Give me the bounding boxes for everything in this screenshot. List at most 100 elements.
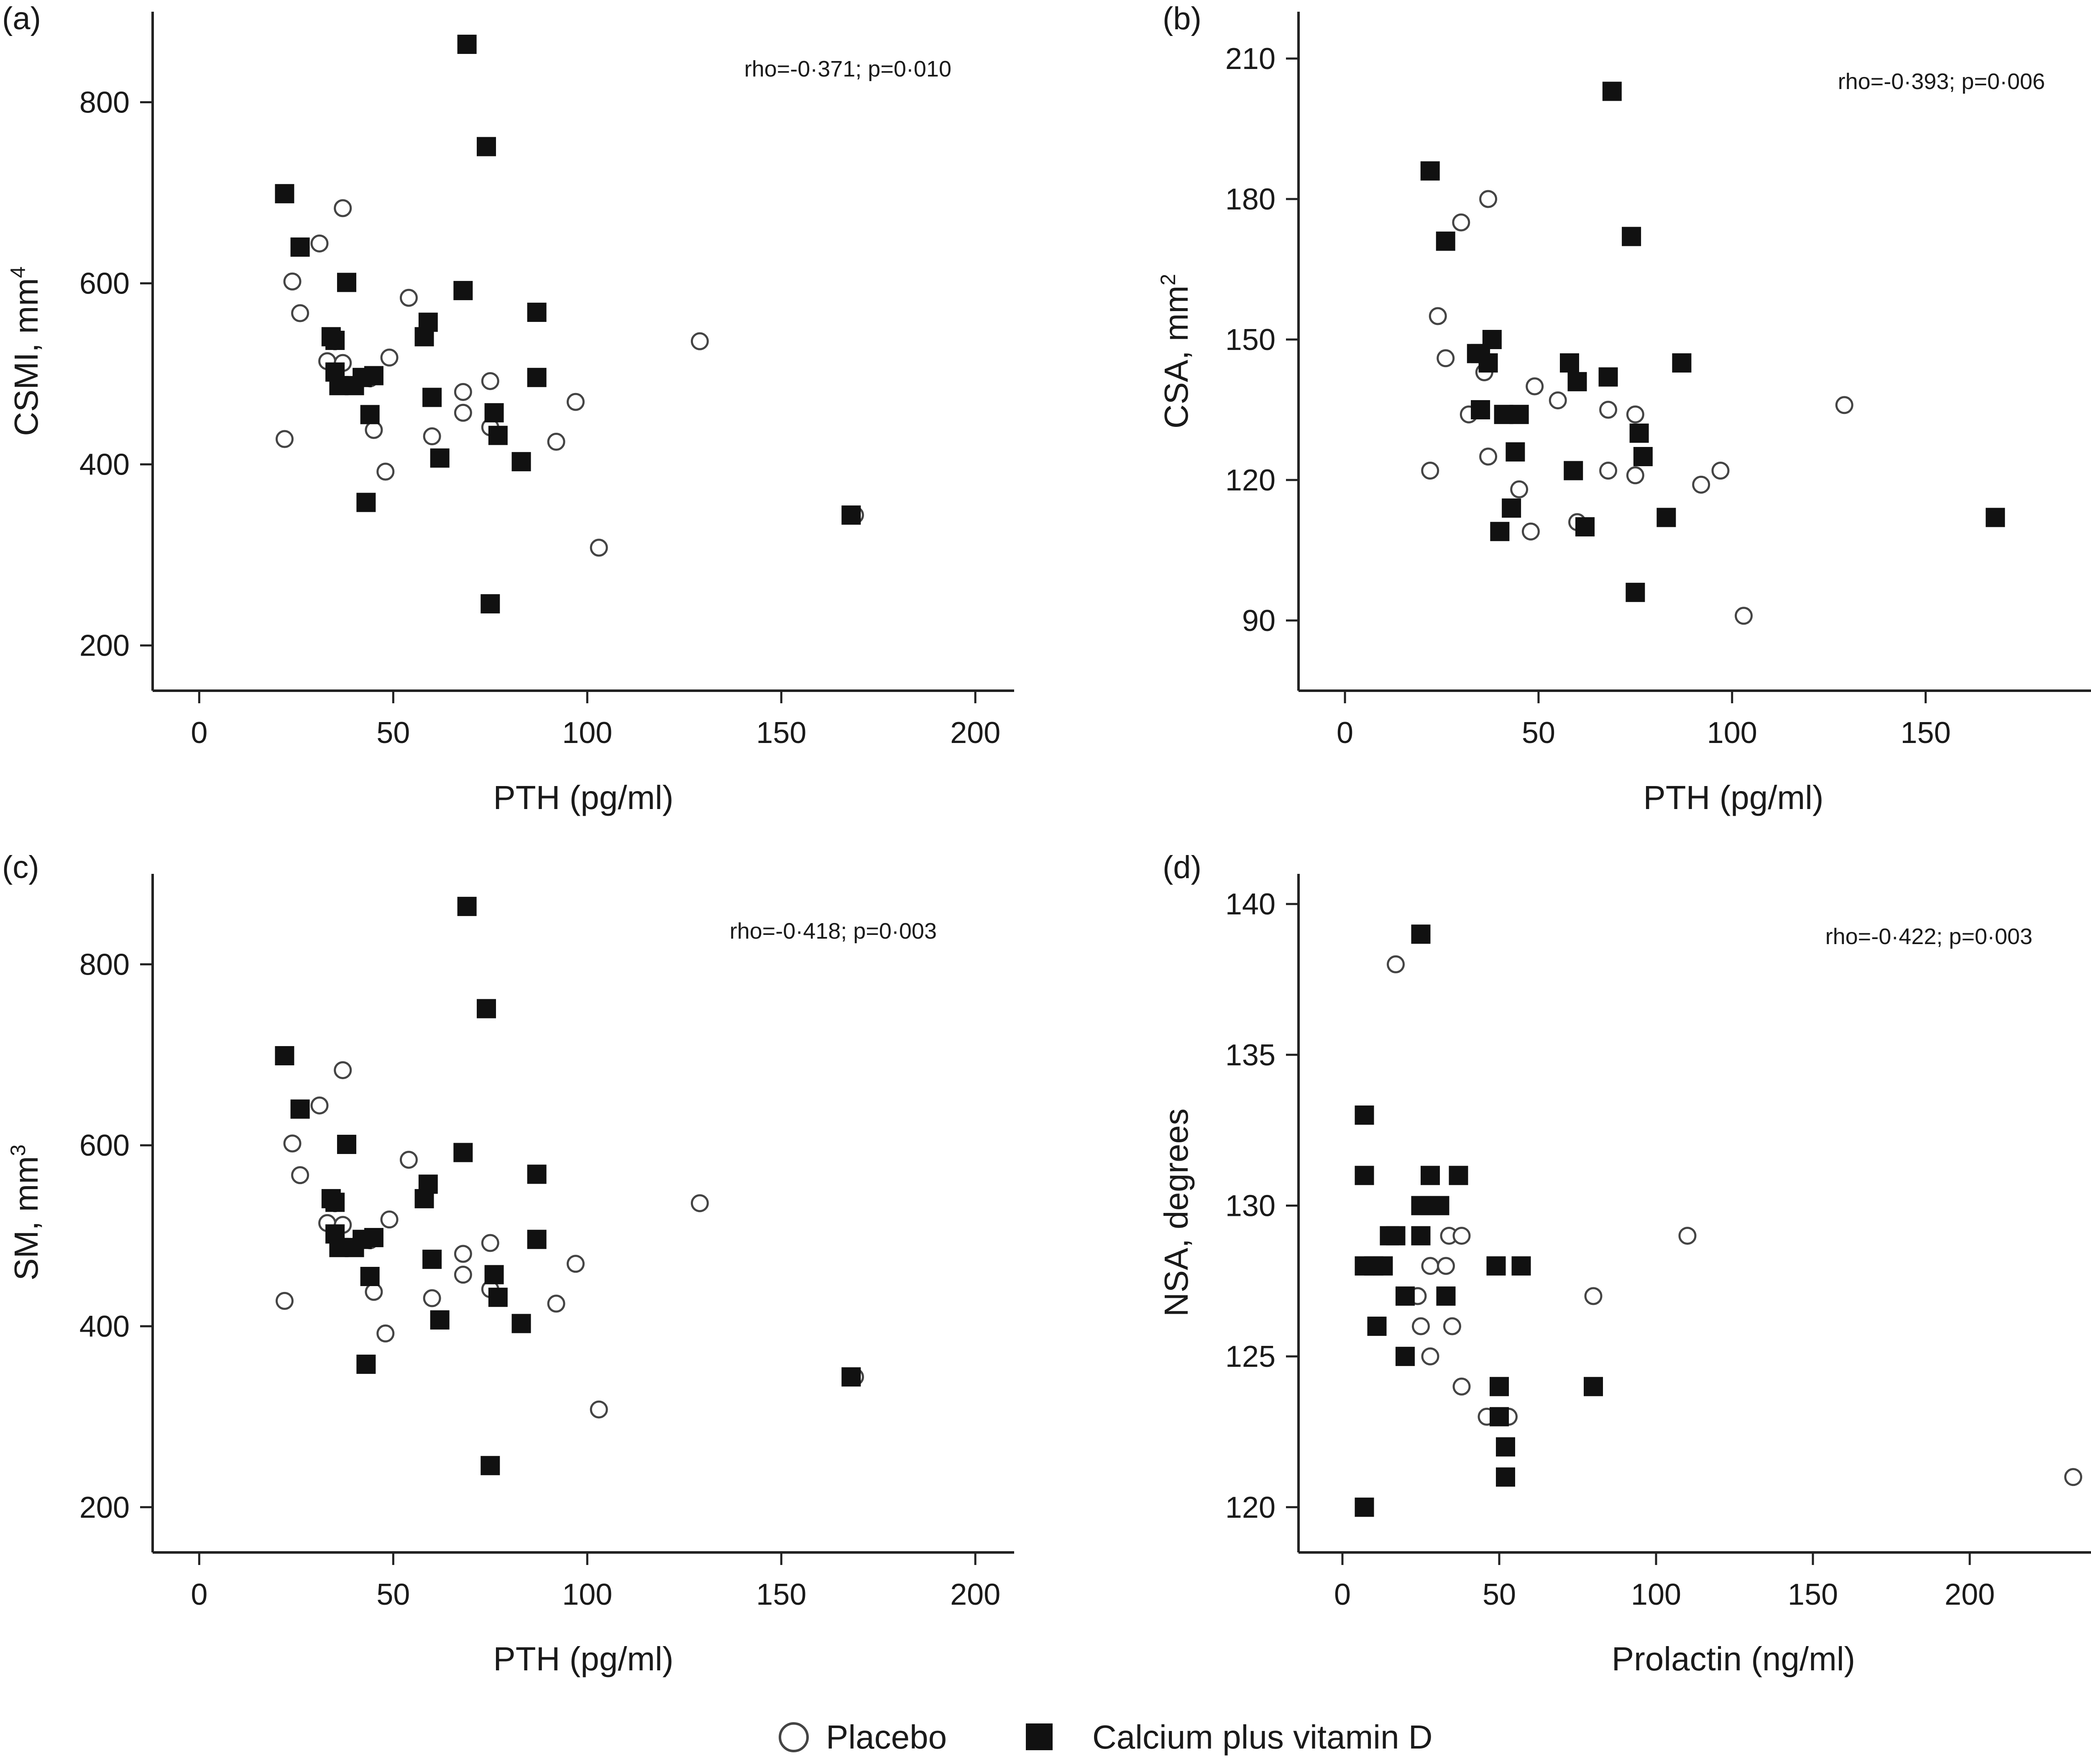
y-tick-label: 200: [79, 1491, 130, 1524]
x-axis-title: Prolactin (ng/ml): [1612, 1640, 1855, 1677]
placebo-point: [481, 372, 499, 390]
panel-label: (a): [2, 1, 41, 36]
legend-placebo-label: Placebo: [826, 1718, 947, 1756]
placebo-point: [1692, 475, 1710, 494]
treatment-point: [1502, 498, 1521, 518]
placebo-point: [454, 403, 472, 422]
legend: Placebo Calcium plus vitamin D: [779, 1718, 1433, 1756]
treatment-point: [1420, 161, 1440, 181]
treatment-point: [1672, 353, 1692, 373]
placebo-point: [1421, 1347, 1439, 1366]
placebo-point: [1678, 1227, 1697, 1245]
x-tick-label: 50: [376, 716, 410, 750]
treatment-point: [1490, 1377, 1509, 1396]
treatment-point: [481, 1456, 500, 1476]
placebo-point: [376, 462, 395, 481]
placebo-point: [547, 1294, 565, 1313]
placebo-point: [1437, 349, 1455, 368]
y-axis-title-superscript: 3: [6, 1144, 30, 1156]
y-tick-label: 600: [79, 267, 130, 301]
treatment-point: [527, 1230, 547, 1249]
treatment-point: [527, 368, 547, 387]
placebo-point: [454, 1266, 472, 1284]
placebo-point: [1452, 1377, 1471, 1396]
treatment-point: [488, 426, 508, 445]
treatment-point: [453, 1143, 473, 1162]
treatment-point: [1482, 330, 1502, 349]
x-tick-label: 100: [562, 716, 612, 750]
placebo-point: [1429, 307, 1447, 325]
treatment-point: [841, 1367, 861, 1387]
treatment-point: [1490, 522, 1510, 541]
placebo-point: [275, 1292, 294, 1310]
y-tick-label: 800: [79, 86, 130, 120]
treatment-point: [356, 493, 376, 512]
treatment-point: [1396, 1347, 1415, 1366]
placebo-point: [283, 1134, 302, 1153]
correlation-annotation: rho=-0·418; p=0·003: [730, 919, 937, 944]
placebo-point: [1437, 1257, 1455, 1275]
y-axis-title: CSMI, mm4: [6, 266, 45, 436]
y-tick-label: 400: [79, 1310, 130, 1343]
treatment-point: [418, 1174, 438, 1194]
placebo-point: [1387, 955, 1405, 973]
correlation-annotation: rho=-0·422; p=0·003: [1825, 924, 2032, 949]
y-axis-title-main: CSMI, mm: [8, 278, 45, 436]
treatment-point: [1567, 372, 1587, 391]
y-tick-label: 120: [1225, 464, 1276, 497]
treatment-point: [1506, 442, 1525, 462]
x-tick-label: 200: [950, 1578, 1000, 1611]
panel-c: 0 50 100 150 200 200 400 600 800 (c) rho=-0·418; p…: [2, 850, 1014, 1677]
treatment-point: [1633, 447, 1653, 466]
placebo-point: [566, 393, 585, 411]
placebo-point: [1735, 607, 1753, 625]
treatment-point: [430, 448, 450, 468]
x-tick-label: 150: [756, 1578, 806, 1611]
y-axis-title-main: CSA, mm: [1158, 286, 1195, 429]
y-tick-label: 135: [1225, 1039, 1276, 1072]
treatment-point: [430, 1310, 450, 1330]
y-axis-title-superscript: 2: [1156, 274, 1180, 286]
treatment-point: [275, 184, 294, 204]
treatment-point: [360, 405, 380, 424]
legend-treatment-label: Calcium plus vitamin D: [1092, 1718, 1433, 1756]
y-axis-title-main: NSA, degrees: [1158, 1108, 1195, 1317]
y-axis-title: CSA, mm2: [1156, 274, 1195, 429]
x-tick-label: 0: [191, 1578, 207, 1611]
placebo-point: [1479, 190, 1498, 208]
treatment-point: [457, 34, 477, 54]
placebo-point: [1626, 466, 1644, 485]
treatment-point: [325, 1192, 345, 1212]
treatment-point: [1411, 1226, 1431, 1246]
treatment-point: [1622, 227, 1641, 246]
treatment-point: [1509, 405, 1529, 424]
treatment-point: [1471, 400, 1490, 419]
y-axis-title-main: SM, mm: [8, 1156, 45, 1281]
treatment-point: [1598, 367, 1618, 387]
treatment-point: [1355, 1166, 1374, 1185]
placebo-point: [380, 348, 399, 367]
treatment-point: [1575, 517, 1595, 536]
placebo-point: [310, 234, 329, 253]
placebo-point: [1835, 396, 1853, 414]
y-tick-label: 600: [79, 1129, 130, 1162]
placebo-point: [547, 433, 565, 451]
treatment-point: [337, 273, 356, 292]
treatment-point: [1486, 1256, 1506, 1276]
treatment-point: [1386, 1226, 1406, 1246]
treatment-point: [1656, 508, 1676, 527]
x-tick-label: 200: [1945, 1578, 1995, 1611]
placebo-point: [1521, 522, 1540, 541]
treatment-point: [337, 1135, 356, 1154]
y-tick-label: 800: [79, 948, 130, 981]
treatment-point: [1626, 582, 1645, 602]
x-axis-title: PTH (pg/ml): [493, 779, 673, 816]
placebo-point: [590, 539, 608, 557]
x-tick-label: 150: [1788, 1578, 1838, 1611]
placebo-point: [1599, 401, 1618, 419]
treatment-point: [511, 452, 531, 472]
placebo-point: [291, 304, 309, 322]
placebo-point: [566, 1255, 585, 1273]
treatment-point: [290, 1099, 310, 1119]
x-tick-label: 50: [1483, 1578, 1516, 1611]
